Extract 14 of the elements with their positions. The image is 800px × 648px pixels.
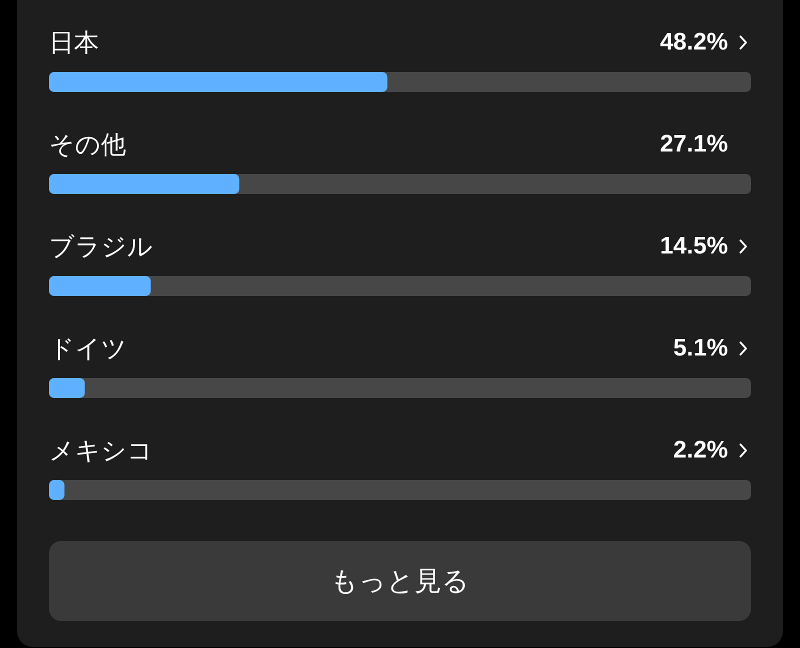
y-tick-label: ブラジル	[49, 232, 153, 261]
data-label: 5.1%	[673, 334, 728, 362]
data-label: 48.2%	[660, 28, 728, 56]
bar	[49, 378, 85, 398]
y-tick-label: 日本	[49, 28, 99, 57]
y-tick-label: メキシコ	[49, 436, 153, 465]
y-tick-label: その他	[49, 130, 126, 159]
data-label: 14.5%	[660, 232, 728, 260]
bar	[49, 276, 151, 296]
see-more-button: もっと見る	[49, 541, 751, 621]
bar	[49, 174, 240, 194]
data-label: 27.1%	[660, 130, 728, 158]
data-label: 2.2%	[673, 436, 728, 464]
y-tick-label: ドイツ	[49, 334, 127, 363]
